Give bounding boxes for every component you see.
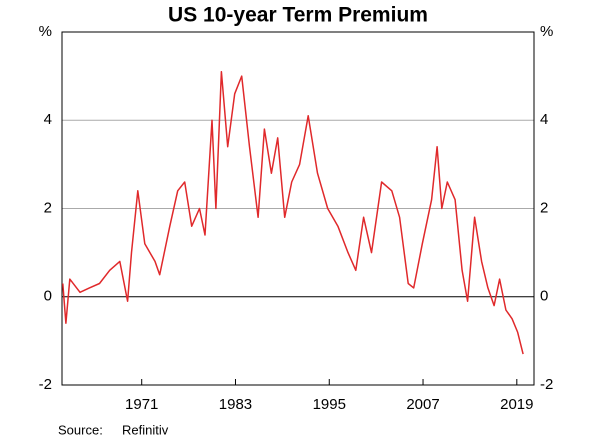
- source: Refinitiv: [122, 422, 169, 437]
- y-tick-label: %: [39, 23, 52, 40]
- y-tick-label: -2: [39, 376, 52, 393]
- x-tick-label: 1995: [313, 396, 346, 413]
- x-tick-label: 1971: [125, 396, 158, 413]
- plot-frame: [61, 31, 535, 386]
- y2-tick-label: -2: [540, 376, 553, 393]
- y-tick-label: 0: [44, 288, 52, 305]
- chart-title: US 10-year Term Premium: [168, 4, 428, 27]
- source-label: Source:: [58, 422, 103, 437]
- y2-tick-label: %: [540, 23, 553, 40]
- series-line: [62, 70, 524, 355]
- x-tick-label: 1983: [219, 396, 252, 413]
- y2-tick-label: 4: [540, 111, 548, 128]
- x-tick-label: 2007: [406, 396, 439, 413]
- y-tick-label: 2: [44, 199, 52, 216]
- y2-tick-label: 2: [540, 199, 548, 216]
- y2-tick-label: 0: [540, 288, 548, 305]
- y-tick-label: 4: [44, 111, 52, 128]
- x-tick-label: 2019: [500, 396, 533, 413]
